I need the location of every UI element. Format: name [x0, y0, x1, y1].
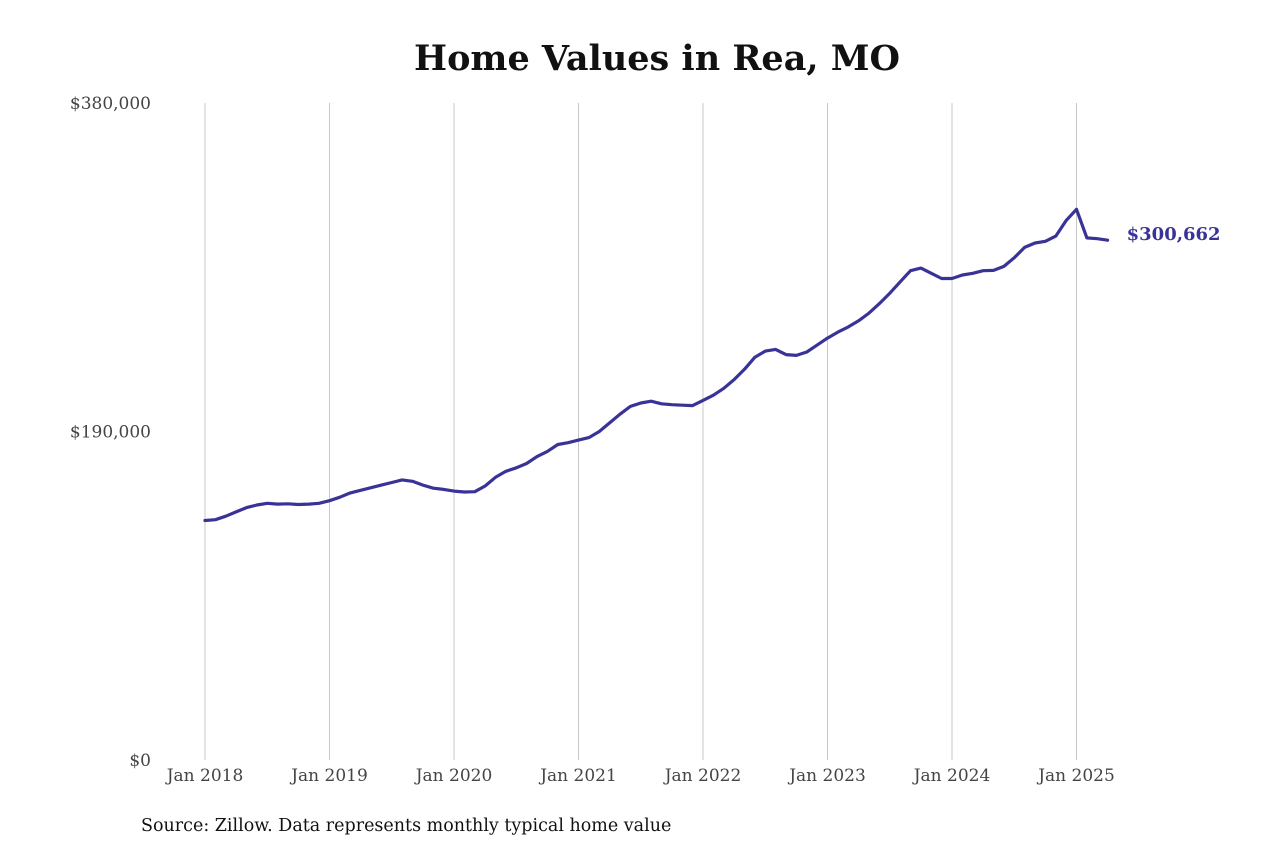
- x-tick-label: Jan 2025: [1036, 766, 1115, 786]
- x-tick-label: Jan 2023: [787, 766, 866, 786]
- x-tick-label: Jan 2021: [538, 766, 617, 786]
- y-tick-label: $0: [129, 751, 151, 771]
- end-value-label: $300,662: [1127, 224, 1221, 245]
- x-tick-label: Jan 2022: [663, 766, 742, 786]
- x-tick-label: Jan 2018: [165, 766, 244, 786]
- gridlines: [204, 103, 1077, 760]
- x-tick-label: Jan 2019: [289, 766, 368, 786]
- x-tick-label: Jan 2020: [414, 766, 493, 786]
- y-axis-ticks: $0 $190,000 $380,000: [70, 94, 151, 771]
- chart-title: Home Values in Rea, MO: [414, 38, 900, 79]
- x-tick-label: Jan 2024: [912, 766, 991, 786]
- source-note: Source: Zillow. Data represents monthly …: [141, 816, 672, 836]
- series-layer: [203, 207, 1110, 523]
- y-tick-label: $190,000: [70, 423, 151, 443]
- series-line: [203, 207, 1110, 523]
- end-label-layer: $300,662: [1127, 224, 1221, 245]
- x-axis-ticks: Jan 2018 Jan 2019 Jan 2020 Jan 2021 Jan 2022…: [165, 766, 1115, 786]
- y-tick-label: $380,000: [70, 94, 151, 114]
